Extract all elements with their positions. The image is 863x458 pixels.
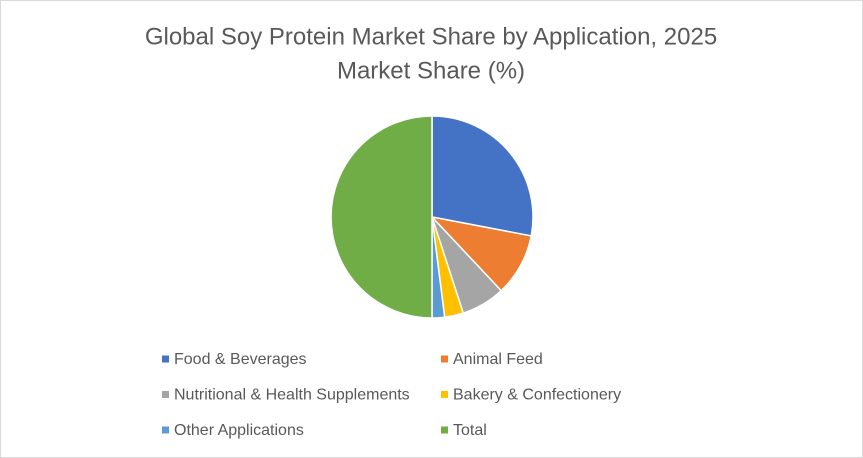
legend-swatch — [162, 355, 169, 363]
chart-title: Global Soy Protein Market Share by Appli… — [145, 23, 717, 50]
legend-label: Bakery & Confectionery — [453, 387, 621, 404]
legend-label: Total — [453, 422, 487, 439]
legend-swatch — [441, 426, 448, 434]
legend-label: Food & Beverages — [174, 351, 307, 368]
legend-swatch — [162, 426, 169, 434]
legend-label: Nutritional & Health Supplements — [174, 387, 410, 404]
pie-slice — [330, 115, 433, 319]
legend-swatch — [162, 391, 169, 398]
legend-label: Other Applications — [174, 422, 304, 439]
pie-slice — [431, 115, 534, 237]
legend-label: Animal Feed — [453, 351, 543, 368]
legend-swatch — [441, 391, 448, 398]
chart-subtitle: Market Share (%) — [337, 57, 525, 84]
legend-swatch — [441, 355, 448, 363]
